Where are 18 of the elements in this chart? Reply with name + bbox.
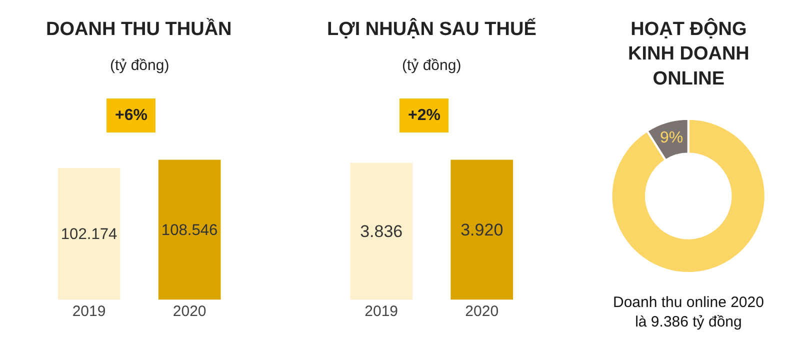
data-label: 9% [660, 130, 684, 147]
donut-slice [610, 118, 766, 274]
text: +2% [408, 107, 440, 124]
text: +6% [115, 107, 148, 124]
x-tick-label: 2020 [465, 302, 499, 320]
chart-subtitle: (tỷ đồng) [110, 57, 170, 74]
text: Doanh thu online 2020 là 9.386 tỷ đồng [613, 294, 764, 330]
chart-title: HOẠT ĐỘNG KINH DOANH ONLINE [628, 17, 750, 90]
x-tick-label: 2019 [364, 302, 398, 320]
data-label: 3.920 [460, 220, 504, 240]
chart-title: DOANH THU THUẦN [46, 17, 232, 40]
x-tick-label: 2019 [72, 302, 106, 320]
chart-title: LỢI NHUẬN SAU THUẾ [327, 17, 536, 40]
data-label: 102.174 [60, 226, 118, 243]
data-label: 108.546 [161, 222, 218, 239]
x-tick-label: 2020 [172, 302, 206, 320]
data-label: 3.836 [360, 222, 403, 241]
chart-subtitle: (tỷ đồng) [402, 57, 462, 74]
